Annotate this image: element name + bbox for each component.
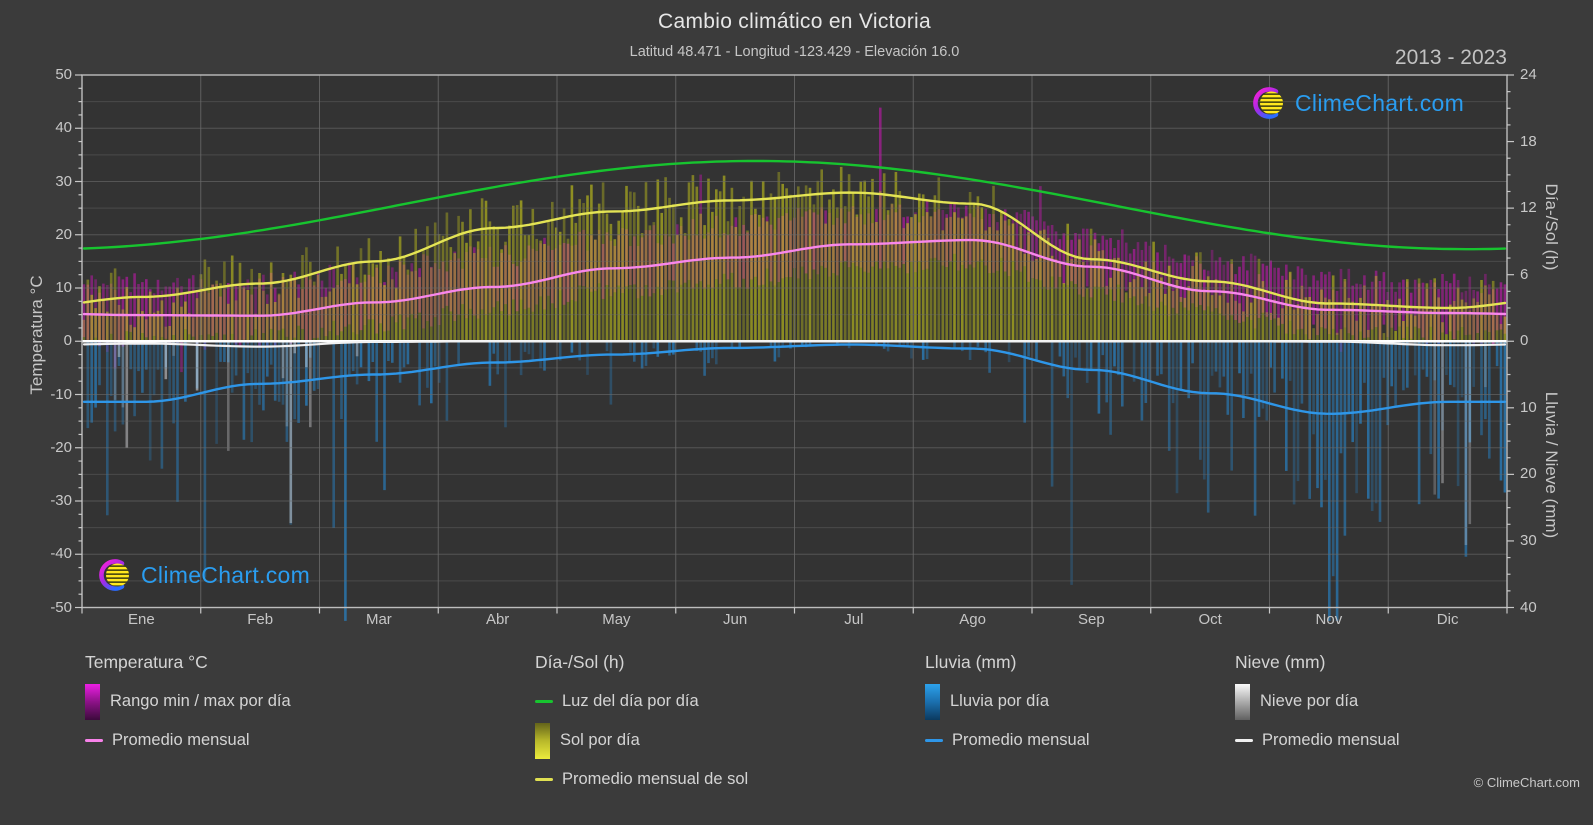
snow-swatch-icon: [1235, 683, 1250, 720]
climechart-logo-icon: [99, 559, 129, 591]
legend-group-title: Lluvia (mm): [925, 652, 1017, 672]
precip-axis-tick-label: 10: [1520, 398, 1537, 416]
snow-average-line: [82, 340, 1507, 348]
precip-axis-tick-label: 30: [1520, 531, 1537, 549]
legend-group-title: Nieve (mm): [1235, 652, 1326, 672]
legend-item-label: Promedio mensual: [112, 731, 250, 749]
climechart-watermark-bottom: ClimeChart.com: [93, 555, 310, 595]
legend-group-title: Temperatura °C: [85, 652, 208, 672]
year-range-label: 2013 - 2023: [1394, 46, 1507, 69]
climechart-watermark-top: ClimeChart.com: [1247, 83, 1464, 123]
sun-axis-tick-label: 6: [1520, 265, 1529, 283]
copyright-label: © ClimeChart.com: [1473, 775, 1580, 790]
chart-legend: Temperatura °C Rango min / max por día Pro…: [0, 652, 1593, 817]
legend-group-title: Día-/Sol (h): [535, 652, 625, 672]
month-label-abr: Abr: [485, 611, 510, 628]
legend-item-label: Promedio mensual de sol: [562, 770, 749, 788]
sun-avg-dash-icon: [535, 777, 553, 782]
left-axis-tick-label: 50: [55, 66, 72, 83]
legend-group: Nieve (mm) Nieve por día Promedio mensual: [1235, 652, 1400, 760]
left-axis-tick-label: -40: [50, 545, 72, 563]
month-label-ago: Ago: [959, 611, 986, 628]
axis-ticks: [75, 74, 1514, 614]
left-axis-tick-label: 10: [55, 279, 72, 296]
month-label-dic: Dic: [1436, 611, 1459, 628]
climechart-watermark-text: ClimeChart.com: [1295, 89, 1465, 116]
legend-item: Luz del día por día: [535, 682, 748, 721]
legend-item: Sol por día: [535, 721, 748, 760]
gridlines: [82, 75, 1507, 608]
temp-range-swatch-icon: [85, 683, 100, 720]
month-label-oct: Oct: [1198, 611, 1222, 628]
sun-bars-layer: [82, 166, 1507, 342]
left-axis-tick-label: -50: [50, 598, 72, 616]
legend-item-label: Promedio mensual: [1262, 731, 1400, 749]
temp-avg-dash-icon: [85, 738, 103, 743]
month-label-nov: Nov: [1315, 611, 1343, 628]
legend-item-label: Lluvia por día: [950, 692, 1050, 710]
legend-item-label: Promedio mensual: [952, 731, 1090, 749]
sun-axis-tick-label: 18: [1520, 132, 1537, 150]
rain-swatch-icon: [925, 683, 940, 720]
left-axis-tick-label: 40: [55, 119, 72, 137]
legend-group: Día-/Sol (h) Luz del día por día Sol por d…: [535, 652, 748, 799]
month-label-may: May: [602, 611, 631, 628]
snow-avg-dash-icon: [1235, 738, 1253, 743]
legend-item: Nieve por día: [1235, 682, 1400, 721]
precip-axis-tick-label: 40: [1520, 598, 1537, 616]
left-axis-tick-label: -20: [50, 438, 72, 456]
daylight-line: [82, 159, 1507, 251]
month-label-jun: Jun: [723, 611, 748, 628]
legend-item-label: Sol por día: [560, 731, 640, 749]
legend-item: Lluvia por día: [925, 682, 1090, 721]
month-label-sep: Sep: [1078, 611, 1105, 628]
legend-item-label: Rango min / max por día: [110, 692, 291, 710]
month-label-feb: Feb: [247, 611, 274, 628]
daylight-dash-icon: [535, 699, 553, 704]
month-label-jul: Jul: [844, 611, 864, 628]
month-label-ene: Ene: [128, 611, 155, 628]
left-axis-tick-label: 0: [63, 332, 72, 350]
sun-axis-tick-label: 0: [1520, 332, 1529, 350]
legend-item-label: Luz del día por día: [562, 692, 699, 710]
legend-item: Rango min / max por día: [85, 682, 291, 721]
left-axis-tick-label: 20: [55, 225, 72, 243]
climechart-watermark-text: ClimeChart.com: [141, 561, 311, 588]
sun-axis-tick-label: 24: [1520, 66, 1537, 83]
sun-axis-tick-label: 12: [1520, 199, 1537, 217]
sun-average-line: [82, 191, 1507, 310]
legend-item: Promedio mensual: [1235, 721, 1400, 760]
legend-item: Promedio mensual: [85, 721, 291, 760]
legend-item: Promedio mensual: [925, 721, 1090, 760]
legend-group: Lluvia (mm) Lluvia por día Promedio mensua…: [925, 652, 1090, 760]
page-subtitle: Latitud 48.471 - Longitud -123.429 - Ele…: [629, 44, 960, 60]
precip-axis-tick-label: 20: [1520, 465, 1537, 483]
legend-item: Promedio mensual de sol: [535, 760, 748, 799]
sun-swatch-icon: [535, 722, 550, 759]
snow-bars-layer: [113, 341, 1487, 545]
rain-average-line: [82, 343, 1507, 415]
right-axis-sun-title: Día-/Sol (h): [1542, 183, 1561, 271]
left-axis-tick-label: 30: [55, 172, 72, 190]
temperature-average-line: [82, 238, 1507, 317]
left-axis-tick-label: -10: [50, 385, 72, 403]
legend-item-label: Nieve por día: [1260, 692, 1359, 710]
rain-avg-dash-icon: [925, 738, 943, 743]
page-title: Cambio climático en Victoria: [658, 10, 931, 33]
legend-group: Temperatura °C Rango min / max por día Pro…: [85, 652, 291, 760]
month-label-mar: Mar: [365, 611, 392, 628]
climechart-logo-icon: [1253, 87, 1283, 119]
left-axis-tick-label: -30: [50, 492, 72, 509]
